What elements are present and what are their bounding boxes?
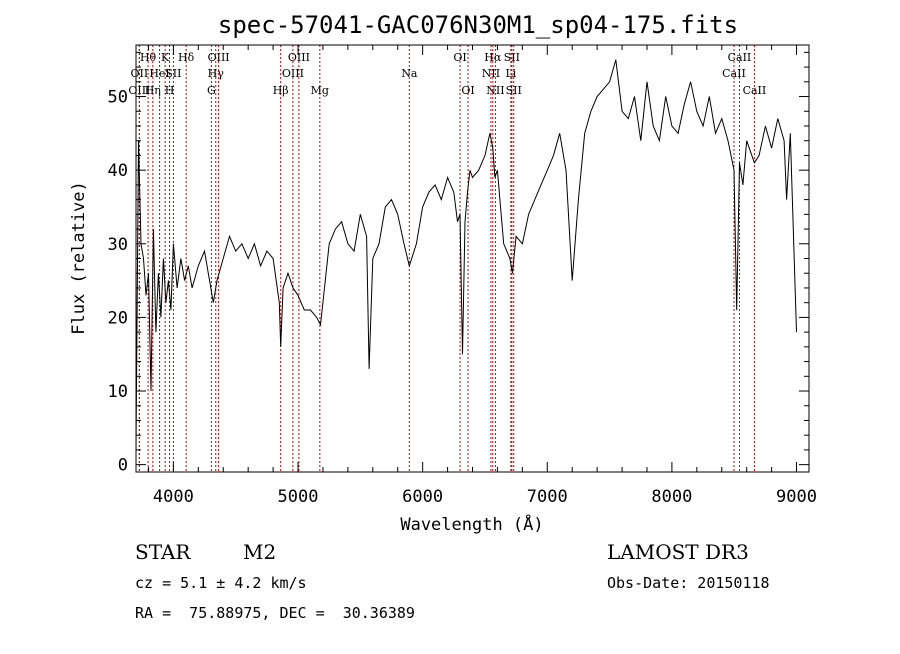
spectrum-line bbox=[135, 59, 797, 450]
observation-date: Obs-Date: 20150118 bbox=[607, 574, 770, 592]
survey-name: LAMOST DR3 bbox=[607, 540, 749, 564]
x-tick-label: 7000 bbox=[527, 487, 568, 507]
object-class: STAR bbox=[135, 540, 191, 564]
chart-title: spec-57041-GAC076N30M1_sp04-175.fits bbox=[218, 11, 738, 39]
spectral-line-label: Hδ bbox=[178, 51, 195, 64]
spectral-line-label: Hη bbox=[145, 84, 161, 97]
plot-frame bbox=[135, 44, 810, 473]
spectral-line-label: Mg bbox=[311, 84, 329, 97]
spectral-line-label: H bbox=[165, 84, 175, 97]
spectral-line-label: SII bbox=[165, 67, 181, 80]
x-tick-label: 6000 bbox=[402, 487, 443, 507]
spectral-line-label: Hα bbox=[484, 51, 502, 64]
spectral-line-label: SII bbox=[504, 51, 520, 64]
spectral-line-label: Hβ bbox=[273, 84, 289, 97]
axis-ticks: 4000 5000 6000 7000 8000 9000 0 10 20 30 40 50 bbox=[108, 45, 817, 507]
spectral-line-label: CaII bbox=[743, 84, 767, 97]
y-axis-label: Flux (relative) bbox=[69, 181, 89, 335]
spectral-line-label: K bbox=[161, 51, 170, 64]
spectral-line-label: CaII bbox=[728, 51, 752, 64]
spectral-line-label: OIII bbox=[288, 51, 310, 64]
redshift-velocity: cz = 5.1 ± 4.2 km/s bbox=[135, 574, 307, 592]
spectral-line-label: Hγ bbox=[208, 67, 225, 80]
sky-coordinates: RA = 75.88975, DEC = 30.36389 bbox=[135, 604, 415, 622]
spectral-line-label: G bbox=[207, 84, 216, 97]
spectral-line-label: OIII bbox=[128, 84, 150, 97]
x-axis-label: Wavelength (Å) bbox=[400, 513, 543, 535]
x-tick-label: 4000 bbox=[153, 487, 194, 507]
object-subclass: M2 bbox=[243, 540, 277, 564]
spectral-line-markers bbox=[138, 45, 755, 472]
spectral-line-label: OII bbox=[131, 67, 149, 80]
spectral-line-label: Li bbox=[505, 67, 516, 80]
y-tick-label: 30 bbox=[108, 235, 128, 255]
spectral-line-label: OI bbox=[453, 51, 466, 64]
spectral-line-label: HeI bbox=[149, 67, 169, 80]
y-tick-label: 20 bbox=[108, 308, 128, 328]
spectral-line-label: OIII bbox=[282, 67, 304, 80]
x-tick-label: 8000 bbox=[651, 487, 692, 507]
spectrum-series bbox=[135, 59, 797, 450]
spectral-line-label: NII bbox=[482, 67, 500, 80]
y-tick-label: 40 bbox=[108, 161, 128, 181]
spectral-line-label: CaII bbox=[722, 67, 746, 80]
y-tick-label: 0 bbox=[118, 456, 128, 476]
x-tick-label: 9000 bbox=[776, 487, 817, 507]
x-tick-label: 5000 bbox=[278, 487, 319, 507]
spectral-line-label: Hθ bbox=[140, 51, 157, 64]
spectral-line-label: OI bbox=[461, 84, 474, 97]
spectral-line-label: SII bbox=[506, 84, 522, 97]
spectral-line-label: Na bbox=[401, 67, 418, 80]
spectral-line-label: OIII bbox=[208, 51, 230, 64]
y-tick-label: 50 bbox=[108, 88, 128, 108]
y-tick-label: 10 bbox=[108, 382, 128, 402]
spectral-line-label: NII bbox=[486, 84, 504, 97]
